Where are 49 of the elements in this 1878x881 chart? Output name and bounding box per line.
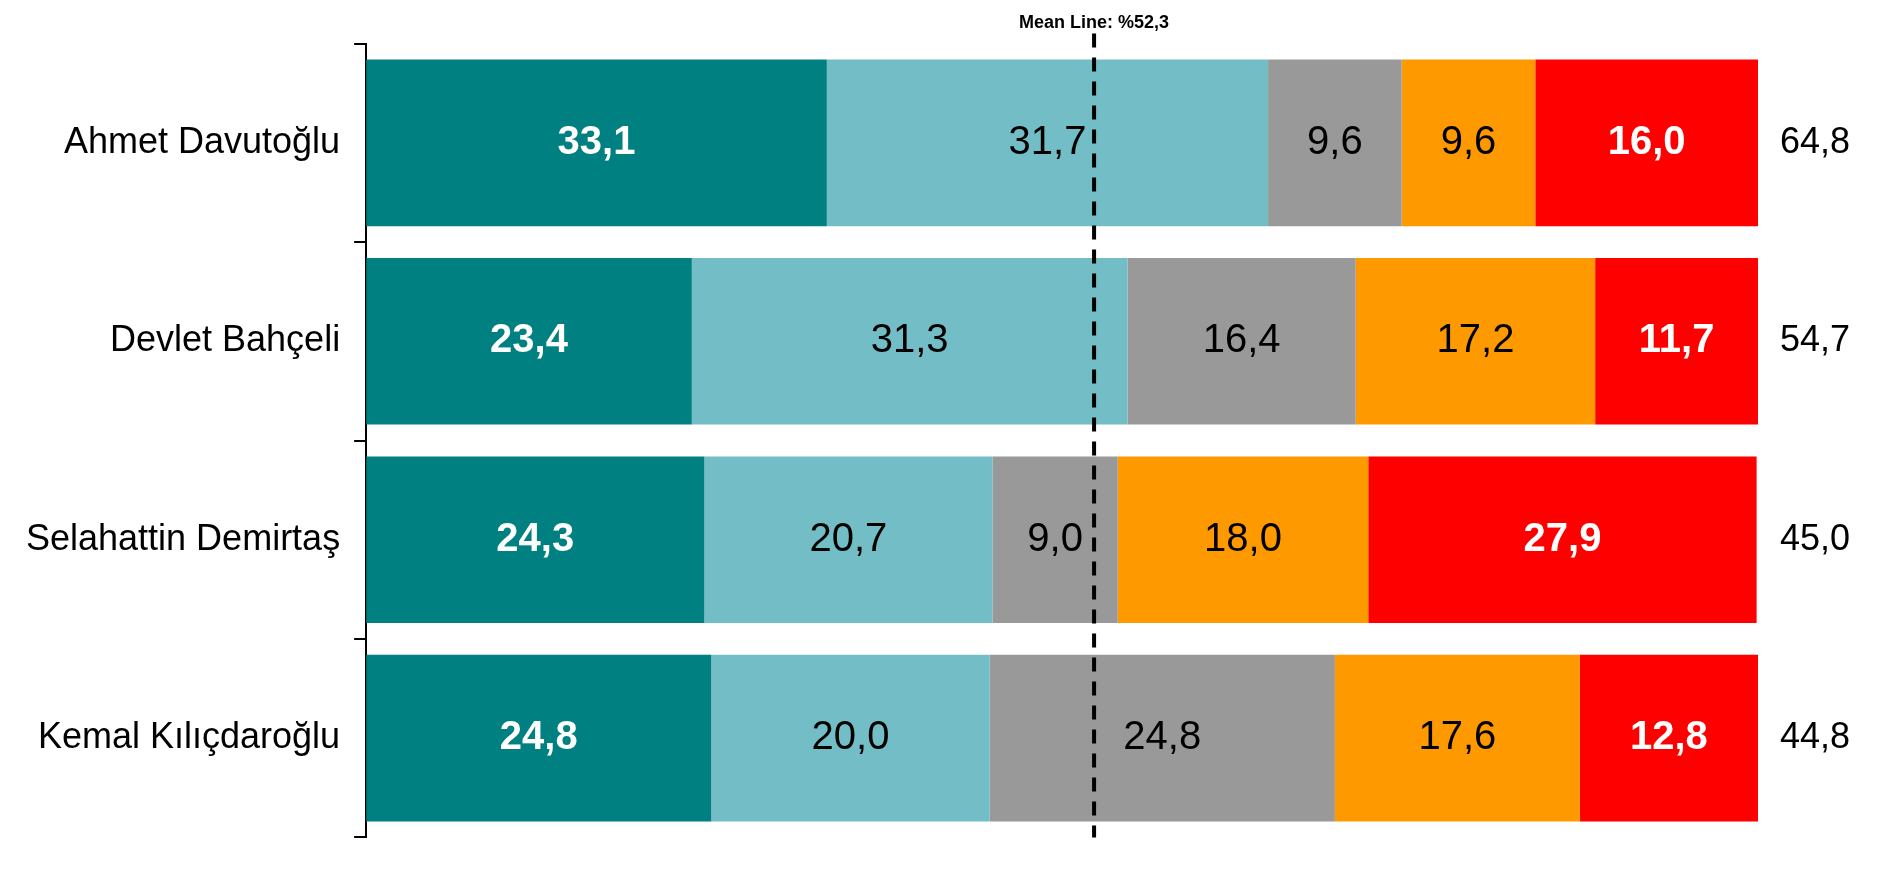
bar: [1368, 456, 1757, 624]
y-tick-label: Devlet Bahçeli: [110, 318, 341, 360]
bar: [691, 257, 1128, 425]
text: 44,8: [1780, 715, 1851, 757]
bar: [1334, 654, 1580, 822]
ref-line-label: Mean Line: %52,3: [1019, 11, 1170, 32]
bar: [1535, 59, 1758, 227]
data-label: 9,6: [1440, 117, 1497, 162]
bar: [366, 59, 827, 227]
bar: [366, 654, 712, 822]
data-label: 16,0: [1607, 117, 1686, 162]
bar: [1401, 59, 1536, 227]
data-label: 24,3: [496, 514, 575, 559]
data-label: 20,0: [811, 713, 890, 758]
data-label: 23,4: [490, 316, 569, 361]
data-label: 18,0: [1204, 514, 1282, 559]
data-label: 20,7: [809, 514, 888, 559]
bar: [704, 456, 993, 624]
bar: [1127, 257, 1356, 425]
data-label: 31,7: [1008, 117, 1087, 162]
data-label: 24,8: [1123, 713, 1202, 758]
bar: [989, 654, 1335, 822]
data-label: 12,8: [1629, 713, 1708, 758]
data-label: 17,2: [1436, 316, 1515, 361]
bar: [992, 456, 1118, 624]
y-tick-label: Kemal Kılıçdaroğlu: [37, 715, 341, 757]
y-tick-label: Selahattin Demirtaş: [26, 516, 341, 558]
bar: [366, 456, 705, 624]
data-label: 11,7: [1638, 316, 1715, 361]
bar: [366, 257, 692, 425]
y-tick-label: Ahmet Davutoğlu: [63, 119, 341, 161]
data-label: 27,9: [1523, 514, 1602, 559]
data-label: 16,4: [1202, 316, 1281, 361]
data-label: 33,1: [557, 117, 636, 162]
text: 45,0: [1780, 516, 1851, 558]
data-label: 24,8: [499, 713, 578, 758]
bar: [1595, 257, 1758, 425]
text: 64,8: [1780, 119, 1851, 161]
data-label: 9,0: [1027, 514, 1083, 559]
bar: [1355, 257, 1596, 425]
data-label: 31,3: [870, 316, 949, 361]
data-label: 9,6: [1307, 117, 1363, 162]
bar: [826, 59, 1269, 227]
data-label: 17,6: [1418, 713, 1497, 758]
text: 54,7: [1780, 318, 1851, 360]
bar: [1117, 456, 1369, 624]
bar: [1579, 654, 1758, 822]
bar: [1268, 59, 1402, 227]
bar: [711, 654, 990, 822]
